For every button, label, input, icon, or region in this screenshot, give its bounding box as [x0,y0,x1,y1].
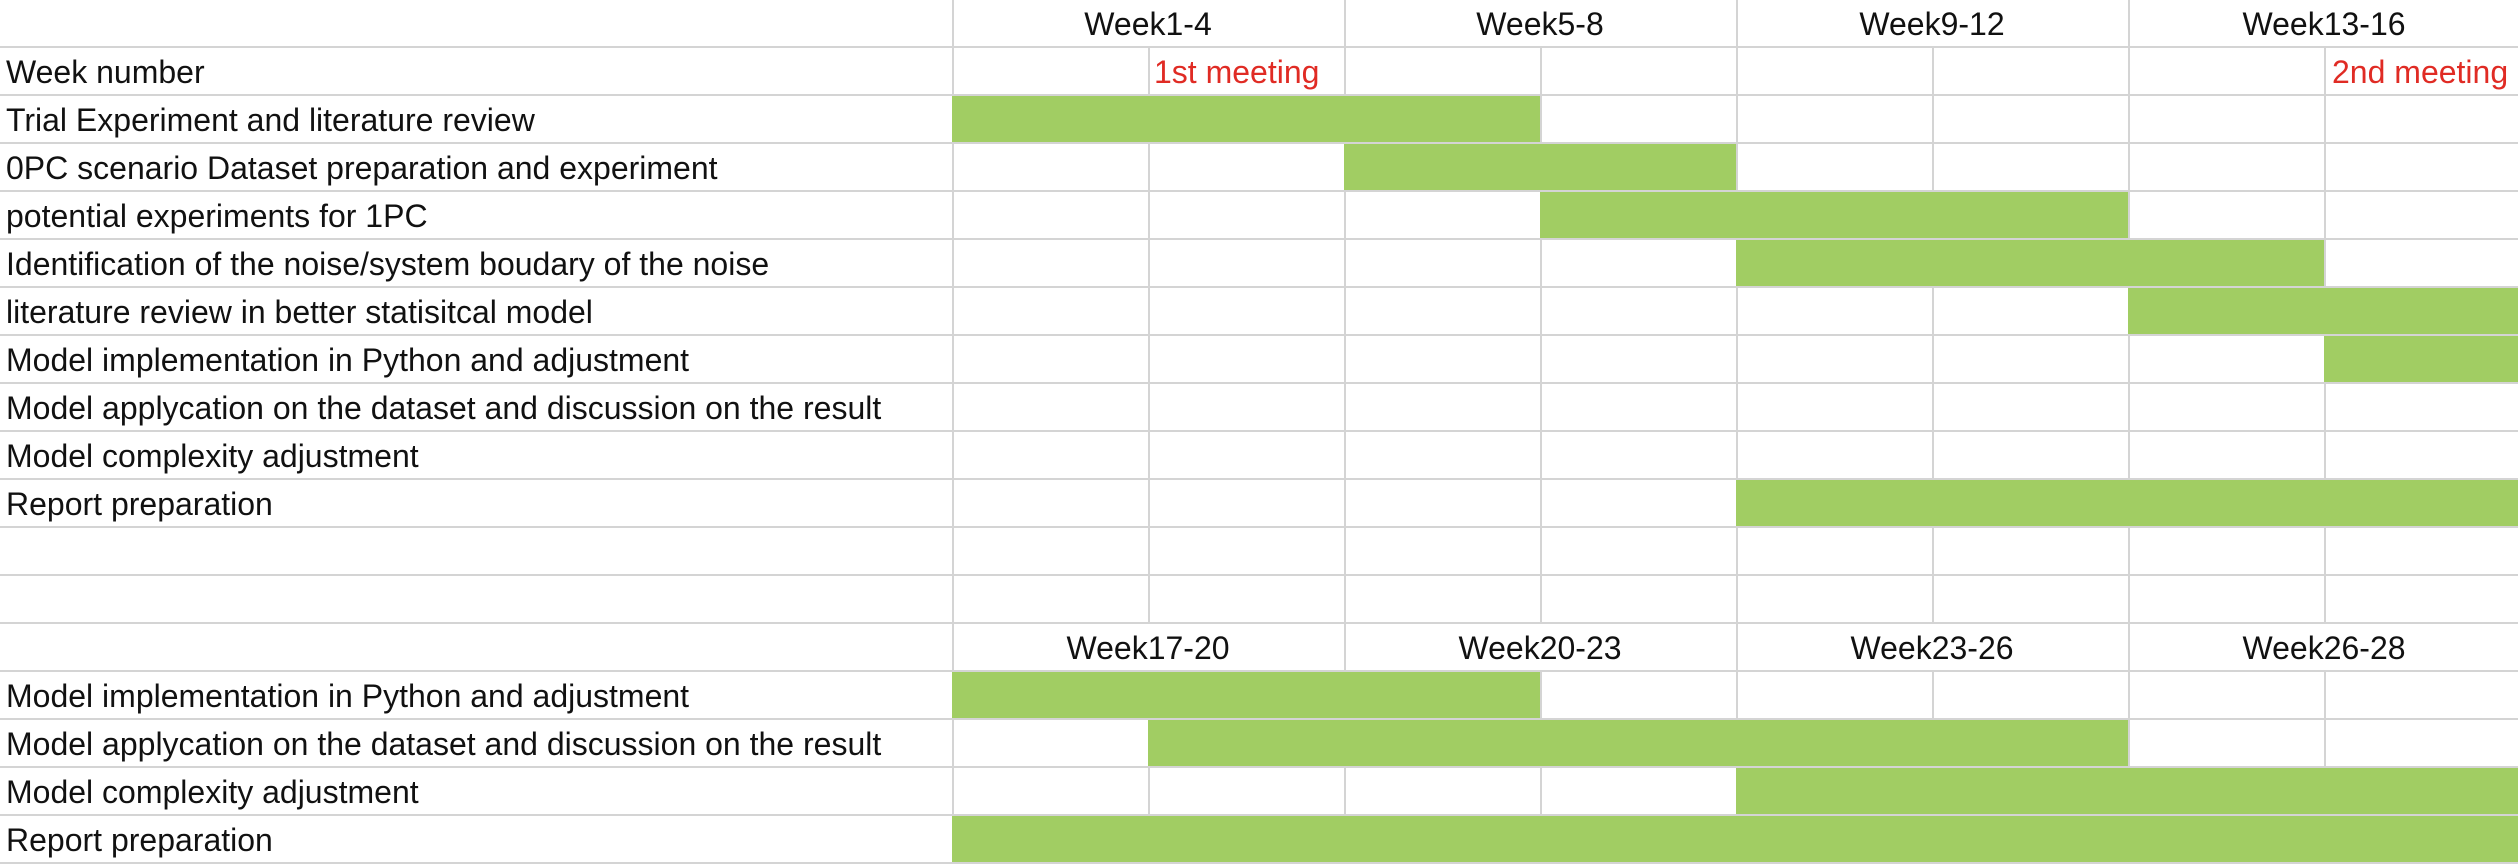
task-row-top: Trial Experiment and literature review [0,96,2518,144]
week-header-2: Week5-8 [1476,6,1604,42]
grid-line [1736,0,1738,864]
task-top-bar [1344,144,1736,190]
grid-line [952,0,954,864]
task-row-top: Model complexity adjustment [0,432,2518,480]
task-label: potential experiments for 1PC [6,198,428,234]
grid-line [1540,672,1542,864]
task-row-bottom: Report preparation [0,816,2518,864]
task-label: 0PC scenario Dataset preparation and exp… [6,150,718,186]
week-header-3: Week9-12 [1859,6,2005,42]
task-row-top: Report preparation [0,480,2518,528]
week-header-8: Week26-28 [2242,630,2406,666]
task-label: Model implementation in Python and adjus… [6,342,690,378]
task-label: Model complexity adjustment [6,774,419,810]
task-label: Model complexity adjustment [6,438,419,474]
header-row-bottom: Week17-20 Week20-23 Week23-26 Week26-28 [0,624,2518,672]
task-bottom-bar [1736,768,2518,814]
week-number-label: Week number [6,54,205,90]
task-top-bar [2324,336,2518,382]
week-header-6: Week20-23 [1458,630,1622,666]
task-label: literature review in better statisitcal … [6,294,593,330]
empty-row [0,576,2518,624]
task-top-bar [1736,480,2518,526]
grid-line [1344,0,1346,864]
task-row-top: potential experiments for 1PC [0,192,2518,240]
task-label: Trial Experiment and literature review [6,102,535,138]
task-label: Report preparation [6,822,273,858]
task-row-top: literature review in better statisitcal … [0,288,2518,336]
task-row-top: Identification of the noise/system bouda… [0,240,2518,288]
task-label: Model implementation in Python and adjus… [6,678,690,714]
task-top-bar [1540,192,2128,238]
week-header-5: Week17-20 [1066,630,1230,666]
week-header-7: Week23-26 [1850,630,2014,666]
task-row-bottom: Model implementation in Python and adjus… [0,672,2518,720]
task-label: Model applycation on the dataset and dis… [6,390,882,426]
task-label: Report preparation [6,486,273,522]
task-top-bar [952,96,1540,142]
week-header-1: Week1-4 [1084,6,1212,42]
grid-line [1148,48,1150,624]
task-top-bar [1736,240,2324,286]
task-row-top: 0PC scenario Dataset preparation and exp… [0,144,2518,192]
empty-row [0,528,2518,576]
week-header-4: Week13-16 [2242,6,2406,42]
task-label: Model applycation on the dataset and dis… [6,726,882,762]
week-number-row: Week number 1st meeting 2nd meeting [0,48,2518,96]
task-bottom-bar [952,672,1540,718]
grid-line [1148,672,1150,864]
task-row-top: Model applycation on the dataset and dis… [0,384,2518,432]
second-meeting-label: 2nd meeting [2332,54,2509,90]
task-row-bottom: Model applycation on the dataset and dis… [0,720,2518,768]
grid-line [1540,48,1542,624]
task-bottom-bar [1148,720,2128,766]
task-label: Identification of the noise/system bouda… [6,246,770,282]
task-row-bottom: Model complexity adjustment [0,768,2518,816]
grid-line [1932,48,1934,624]
grid-line [2128,0,2130,864]
first-meeting-label: 1st meeting [1154,54,1320,90]
task-row-top: Model implementation in Python and adjus… [0,336,2518,384]
header-row-top: Week1-4 Week5-8 Week9-12 Week13-16 [0,0,2518,48]
task-top-bar [2128,288,2518,334]
task-bottom-bar [952,816,2518,862]
